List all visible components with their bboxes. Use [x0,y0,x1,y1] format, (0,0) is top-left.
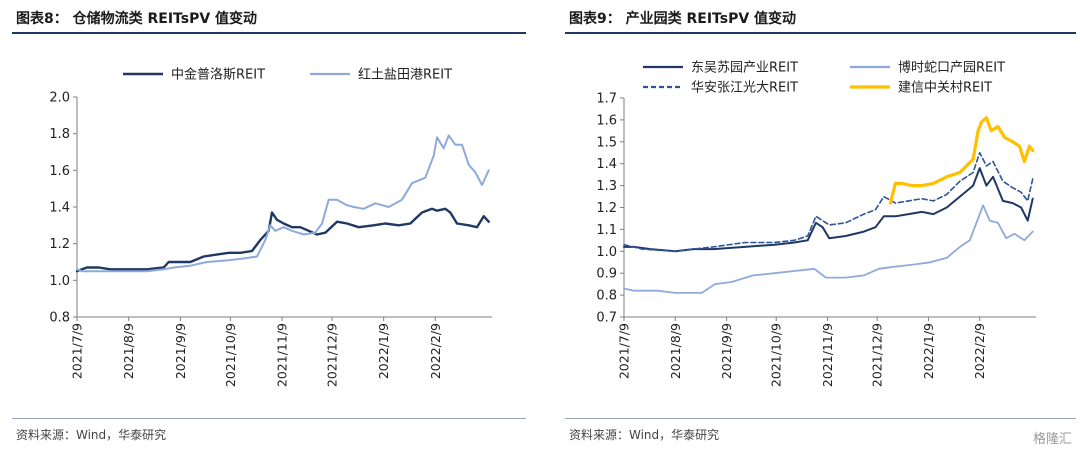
right-series-line-1 [623,204,1034,294]
right-y-tick-label: 1.6 [596,113,617,128]
right-x-tick-label: 2021/10/9 [769,323,784,387]
right-y-tick-label: 0.7 [596,311,617,326]
right-y-tick-label: 1.1 [596,223,617,238]
left-series-line-0 [75,207,490,273]
left-source-note: 资料来源：Wind，华泰研究 [16,428,167,442]
left-legend-label-1: 红土盐田港REIT [358,67,452,83]
right-series-line-0 [623,167,1034,253]
left-x-tick-label: 2021/11/9 [275,323,290,387]
right-line-chart: 0.7 0.8 0.9 1.0 1.1 1.2 1.3 1.4 1.5 1.6 1.7 2021/7/… [596,60,1036,387]
right-x-tick-label: 2021/9/9 [719,323,734,379]
left-source-rule [12,418,526,419]
left-y-tick-label: 1.2 [49,237,70,252]
right-series-line-2 [623,152,1034,253]
right-y-tick-label: 0.9 [596,267,617,282]
right-source-rule [565,418,1076,419]
right-x-tick-label: 2021/11/9 [820,323,835,387]
left-y-tick-label: 2.0 [49,91,70,106]
left-x-tick-label: 2021/10/9 [223,323,238,387]
left-x-tick-label: 2021/12/9 [325,323,340,387]
left-chart-title: 图表8： 仓储物流类 REITsPV 值变动 [16,11,258,27]
right-x-tick-label: 2021/8/9 [668,323,683,379]
right-y-tick-label: 1.2 [596,201,617,216]
watermark-logo: 格隆汇 [1032,432,1072,447]
left-line-chart: 0.8 1.0 1.2 1.4 1.6 1.8 2.0 2021/7/9 2021/8/9 202… [49,67,492,387]
right-source-note: 资料来源：Wind，华泰研究 [569,428,720,442]
right-x-tick-label: 2021/12/9 [870,323,885,387]
left-x-tick-label: 2022/2/9 [428,323,443,379]
left-x-tick-label: 2022/1/9 [376,323,391,379]
right-legend-label-0: 东吴苏园产业REIT [691,60,798,76]
right-title-rule [565,32,1076,34]
right-x-tick-label: 2021/7/9 [617,323,632,379]
right-y-tick-label: 1.5 [596,135,617,150]
right-y-tick-label: 1.7 [596,92,617,107]
right-y-tick-label: 1.4 [596,157,617,172]
left-title-rule [12,32,526,34]
left-y-tick-label: 1.4 [49,201,70,216]
right-chart-title: 图表9： 产业园类 REITsPV 值变动 [569,11,797,27]
left-chart-panel: 图表8： 仓储物流类 REITsPV 值变动 0.8 1.0 1.2 1.4 1.6 1.… [0,0,530,453]
left-y-tick-label: 0.8 [49,311,70,326]
right-legend-label-3: 建信中关村REIT [898,81,992,96]
right-legend-label-2: 华安张江光大REIT [691,81,798,96]
left-series-line-1 [76,134,490,273]
left-legend-label-0: 中金普洛斯REIT [171,67,265,83]
left-x-tick-label: 2021/9/9 [173,323,188,379]
right-x-tick-label: 2022/2/9 [972,323,987,379]
right-y-tick-label: 0.8 [596,289,617,304]
right-series-line-3 [888,116,1035,205]
right-y-tick-label: 1.0 [596,245,617,260]
left-y-tick-label: 1.6 [49,164,70,179]
right-x-tick-label: 2022/1/9 [921,323,936,379]
right-chart-panel: 图表9： 产业园类 REITsPV 值变动 0.7 0.8 0.9 1.0 1.1 1.2… [553,0,1080,453]
right-y-tick-label: 1.3 [596,179,617,194]
left-y-tick-label: 1.0 [49,274,70,289]
left-x-tick-label: 2021/8/9 [121,323,136,379]
left-y-tick-label: 1.8 [49,127,70,142]
right-legend-label-1: 博时蛇口产园REIT [898,61,1005,76]
left-x-tick-label: 2021/7/9 [70,323,85,379]
